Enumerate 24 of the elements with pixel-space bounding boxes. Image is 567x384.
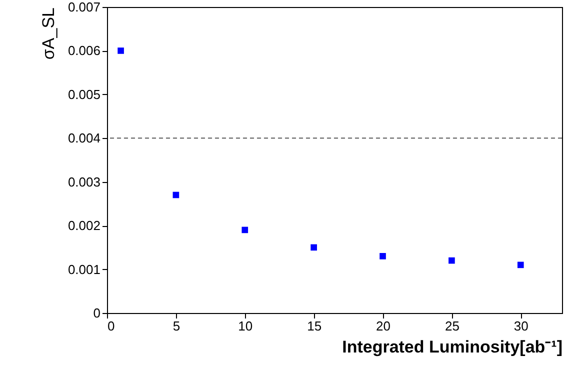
x-tick-label: 20: [376, 318, 390, 334]
y-tick-label: 0.007: [68, 0, 100, 14]
x-tick-label: 5: [172, 318, 180, 334]
point: [448, 257, 455, 264]
y-tick-label: 0.003: [68, 174, 100, 190]
point: [118, 48, 124, 54]
point: [517, 262, 524, 268]
y-tick-label: 0.002: [68, 218, 100, 234]
point: [172, 192, 180, 198]
y-tick-label: 0.005: [68, 86, 100, 102]
x-tick-label: 10: [238, 318, 253, 334]
point: [380, 253, 386, 260]
x-tick-label: 30: [514, 318, 528, 334]
y-tick-label: 0.004: [68, 130, 100, 146]
y-tick-label: 0: [93, 306, 100, 320]
x-tick-label: 0: [108, 318, 115, 334]
point: [242, 226, 248, 234]
y-axis-title: σA_SL: [38, 8, 58, 60]
point: [310, 244, 317, 251]
y-tick-label: 0.006: [68, 43, 100, 58]
y-tick-label: 0.001: [68, 262, 100, 277]
x-tick-label: 25: [444, 318, 460, 334]
x-tick-label: 15: [307, 318, 322, 334]
x-axis-title: Integrated Luminosity[ab⁻¹]: [342, 338, 562, 356]
